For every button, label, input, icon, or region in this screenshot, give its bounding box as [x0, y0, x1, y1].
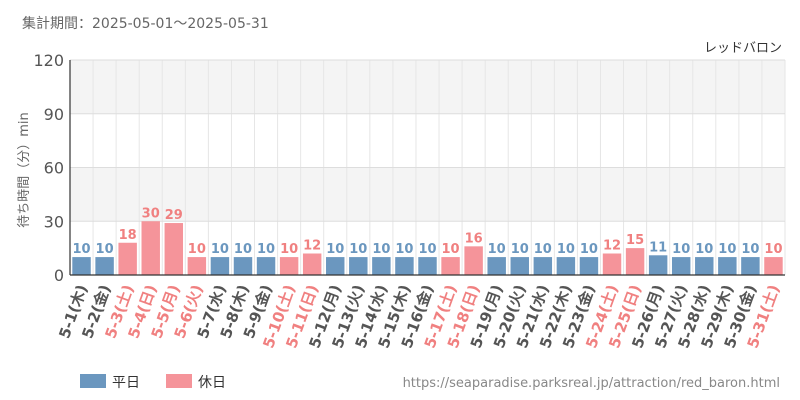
data-label: 10: [96, 242, 114, 257]
data-label: 10: [580, 242, 598, 257]
bar: [625, 248, 645, 275]
data-label: 10: [211, 242, 229, 257]
bar: [326, 257, 345, 275]
data-label: 10: [442, 242, 460, 257]
bar: [349, 257, 368, 275]
bar: [510, 257, 529, 275]
data-label: 10: [488, 242, 506, 257]
y-tick-label: 90: [44, 105, 64, 124]
data-label: 10: [257, 242, 275, 257]
data-labels: 10 10 18 30 29 10 10 10 10 10 12 10 10 10 10 10 10 16 10 10…: [72, 206, 782, 257]
bar: [302, 253, 322, 275]
data-label: 15: [626, 233, 644, 248]
bar: [118, 242, 137, 275]
bar: [464, 246, 483, 275]
bar: [372, 257, 391, 275]
bar: [441, 257, 460, 275]
data-label: 10: [534, 242, 552, 257]
bar: [233, 257, 253, 275]
data-label: 10: [695, 242, 713, 257]
bar: [602, 253, 622, 275]
data-label: 10: [557, 242, 575, 257]
bar: [95, 257, 114, 275]
data-label: 10: [234, 242, 252, 257]
background-bands: [70, 60, 785, 222]
bar: [418, 257, 437, 275]
legend: 平日 休日: [80, 374, 226, 391]
bar: [695, 257, 714, 275]
bar: [533, 257, 553, 275]
y-ticks: 0 30 60 90 120: [33, 51, 64, 285]
data-label: 10: [280, 242, 298, 257]
bar: [141, 221, 160, 275]
bar: [187, 257, 207, 275]
bar: [487, 257, 506, 275]
data-label: 10: [418, 242, 436, 257]
bars: [72, 221, 783, 275]
grid-band: [70, 60, 785, 114]
y-tick-label: 120: [33, 51, 64, 70]
bar: [556, 257, 576, 275]
bar: [164, 223, 184, 275]
bar: [72, 257, 91, 275]
data-label: 12: [303, 239, 321, 254]
data-label: 10: [395, 242, 413, 257]
bar: [256, 257, 276, 275]
bar: [718, 257, 737, 275]
data-label: 11: [649, 240, 667, 255]
period-label: 集計期間：2025-05-01～2025-05-31: [22, 15, 269, 32]
data-label: 10: [511, 242, 529, 257]
legend-weekday-label: 平日: [112, 375, 140, 391]
data-label: 10: [349, 242, 367, 257]
data-label: 16: [465, 231, 483, 246]
data-label: 18: [119, 228, 137, 243]
attraction-name: レッドバロン: [704, 41, 782, 56]
y-tick-label: 0: [54, 266, 64, 285]
data-label: 10: [372, 242, 390, 257]
bar: [279, 257, 299, 275]
bar: [741, 257, 760, 275]
data-label: 12: [603, 239, 621, 254]
grid-band: [70, 167, 785, 222]
y-axis-label: 待ち時間（分）min: [17, 112, 32, 228]
y-tick-label: 60: [44, 159, 64, 178]
legend-holiday-label: 休日: [198, 375, 226, 391]
data-label: 10: [764, 242, 782, 257]
bar: [579, 257, 599, 275]
bar: [395, 257, 414, 275]
source-url: https://seaparadise.parksreal.jp/attract…: [403, 376, 780, 391]
legend-weekday-swatch: [80, 374, 106, 388]
bar: [764, 257, 783, 275]
bar: [648, 255, 668, 275]
bar: [210, 257, 230, 275]
data-label: 29: [165, 208, 183, 223]
legend-holiday-swatch: [166, 374, 192, 388]
y-tick-label: 30: [44, 212, 64, 231]
bar: [671, 257, 691, 275]
data-label: 30: [142, 206, 160, 221]
data-label: 10: [718, 242, 736, 257]
data-label: 10: [72, 242, 90, 257]
x-ticks: 5-1(木)5-2(金)5-3(土)5-4(日)5-5(月)5-6(火)5-7(…: [55, 282, 783, 350]
data-label: 10: [672, 242, 690, 257]
data-label: 10: [188, 242, 206, 257]
data-label: 10: [326, 242, 344, 257]
data-label: 10: [741, 242, 759, 257]
